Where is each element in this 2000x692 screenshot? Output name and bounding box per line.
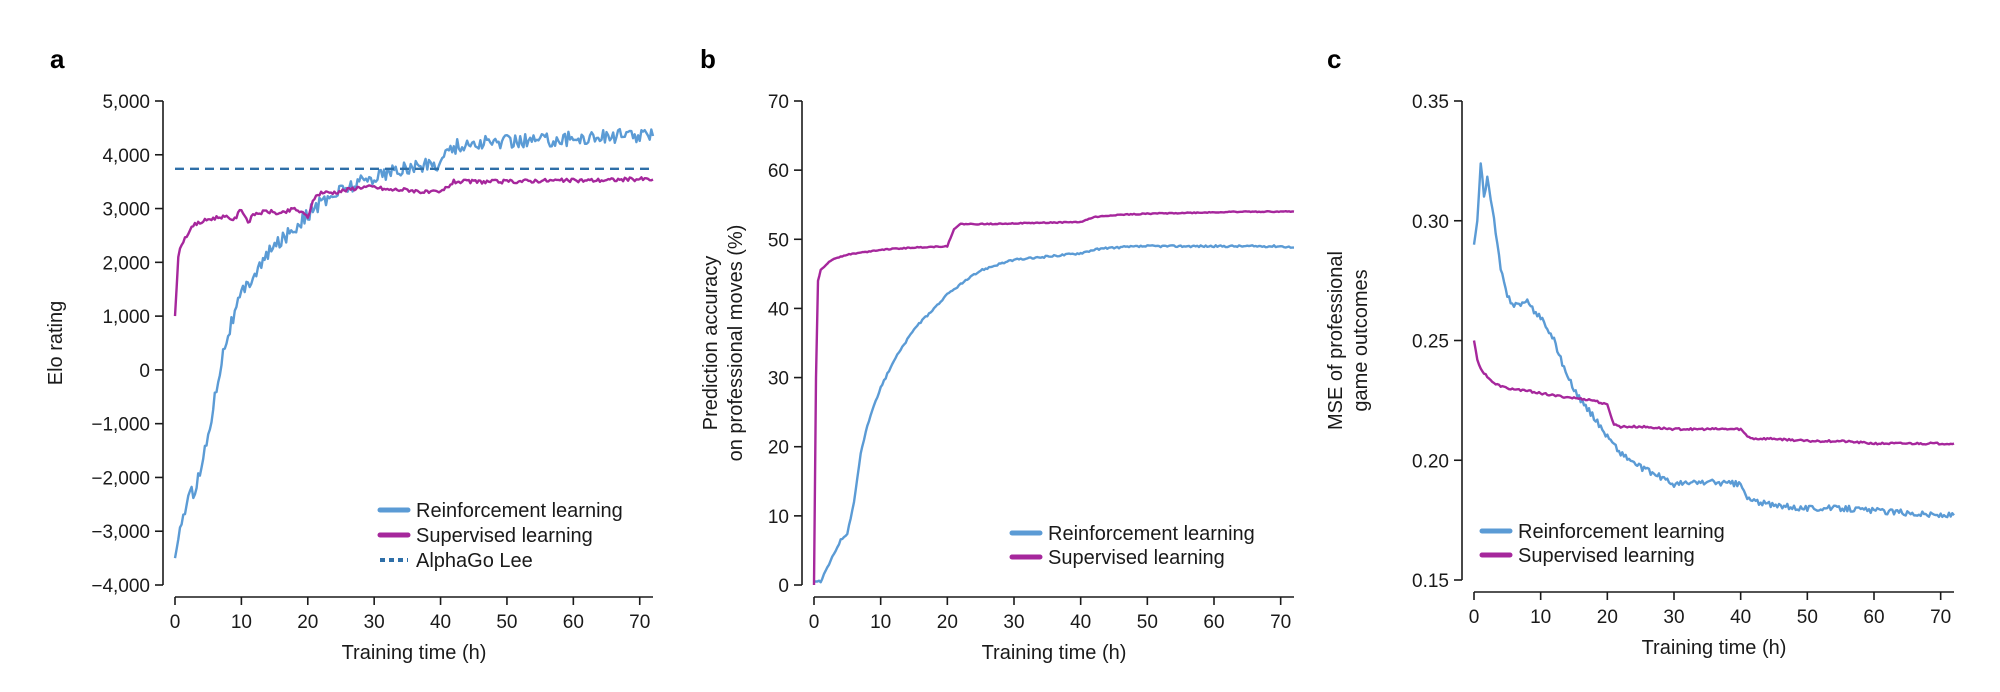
- y-tick-label: 40: [768, 299, 789, 320]
- y-tick-label: 30: [768, 369, 789, 390]
- panel-letter-a: a: [50, 44, 65, 74]
- legend-label: Reinforcement learning: [1048, 523, 1255, 545]
- y-tick-label: 5,000: [102, 92, 150, 113]
- panel-b: b 0 10 20 30 40 50 60 70 0 10 20 30 40 50 60 70 Training…: [700, 44, 1295, 664]
- x-tick-label: 60: [1863, 607, 1884, 628]
- x-axis-label: Training time (h): [342, 642, 487, 664]
- y-tick-label: 3,000: [102, 200, 150, 221]
- y-tick-label: 0.15: [1412, 571, 1449, 592]
- x-tick-label: 70: [1930, 607, 1951, 628]
- x-tick-label: 50: [1797, 607, 1818, 628]
- x-tick-label: 40: [430, 612, 451, 633]
- x-tick-label: 50: [496, 612, 517, 633]
- legend-label: Supervised learning: [1048, 547, 1225, 569]
- panel-c: c 0.15 0.20 0.25 0.30 0.35 0 10 20 30 40 50 60 70 Tra…: [1325, 44, 1955, 659]
- x-tick-label: 50: [1137, 612, 1158, 633]
- chart-a: −4,000 −3,000 −2,000 −1,000 0 1,000 2,000 3,000…: [45, 92, 655, 664]
- x-tick-label: 30: [364, 612, 385, 633]
- legend-label: Supervised learning: [1518, 545, 1695, 567]
- x-tick-label: 60: [1203, 612, 1224, 633]
- x-tick-label: 20: [937, 612, 958, 633]
- x-tick-label: 70: [1270, 612, 1291, 633]
- y-tick-label: −4,000: [91, 576, 150, 597]
- x-tick-label: 10: [1530, 607, 1551, 628]
- y-tick-label: 0.25: [1412, 332, 1449, 353]
- series-line-sl: [1472, 340, 1955, 446]
- chart-c: 0.15 0.20 0.25 0.30 0.35 0 10 20 30 40 50 60 70 Train…: [1325, 92, 1955, 659]
- x-tick-label: 10: [231, 612, 252, 633]
- y-axis-label-line: on professional moves (%): [725, 225, 747, 462]
- panel-letter-c: c: [1327, 44, 1341, 74]
- y-tick-label: 0.30: [1412, 212, 1449, 233]
- y-tick-label: 1,000: [102, 307, 150, 328]
- y-tick-label: 70: [768, 92, 789, 113]
- panel-letter-b: b: [700, 44, 716, 74]
- x-tick-label: 40: [1070, 612, 1091, 633]
- x-tick-label: 60: [563, 612, 584, 633]
- series-line-rl: [173, 127, 655, 559]
- x-tick-label: 0: [170, 612, 181, 633]
- x-tick-label: 20: [1597, 607, 1618, 628]
- y-tick-label: 0.20: [1412, 451, 1449, 472]
- legend-label: Supervised learning: [416, 525, 593, 547]
- y-tick-label: −2,000: [91, 468, 150, 489]
- series-line-sl: [812, 210, 1295, 586]
- x-tick-label: 40: [1730, 607, 1751, 628]
- y-axis-label-line: Prediction accuracy: [700, 256, 722, 431]
- x-tick-label: 0: [809, 612, 820, 633]
- y-tick-label: −1,000: [91, 415, 150, 436]
- panel-a: a −4,000 −3,000 −2,000 −1,000 0 1,000 2,000 3,0…: [45, 44, 655, 664]
- series-line-rl: [814, 244, 1294, 584]
- x-tick-label: 30: [1003, 612, 1024, 633]
- y-tick-label: −3,000: [91, 522, 150, 543]
- y-tick-label: 60: [768, 161, 789, 182]
- x-tick-label: 70: [629, 612, 650, 633]
- legend-label: Reinforcement learning: [416, 500, 623, 522]
- y-tick-label: 2,000: [102, 253, 150, 274]
- y-axis-label: Elo rating: [45, 301, 67, 386]
- x-tick-label: 0: [1469, 607, 1480, 628]
- y-tick-label: 0: [139, 361, 150, 382]
- legend-label: AlphaGo Lee: [416, 550, 533, 572]
- legend-label: Reinforcement learning: [1518, 521, 1725, 543]
- x-tick-label: 10: [870, 612, 891, 633]
- x-axis-label: Training time (h): [1642, 637, 1787, 659]
- y-tick-label: 4,000: [102, 146, 150, 167]
- x-axis-label: Training time (h): [982, 642, 1127, 664]
- y-tick-label: 20: [768, 438, 789, 459]
- x-tick-label: 20: [297, 612, 318, 633]
- y-tick-label: 10: [768, 507, 789, 528]
- y-axis-label-line: MSE of professional: [1325, 251, 1347, 430]
- series-line-rl: [1472, 162, 1955, 519]
- y-tick-label: 0: [778, 576, 789, 597]
- y-tick-label: 50: [768, 230, 789, 251]
- y-axis-label-line: game outcomes: [1350, 269, 1372, 411]
- x-tick-label: 30: [1663, 607, 1684, 628]
- series-line-sl: [173, 176, 654, 317]
- y-tick-label: 0.35: [1412, 92, 1449, 113]
- chart-b: 0 10 20 30 40 50 60 70 0 10 20 30 40 50 60 70 Training t…: [700, 92, 1295, 664]
